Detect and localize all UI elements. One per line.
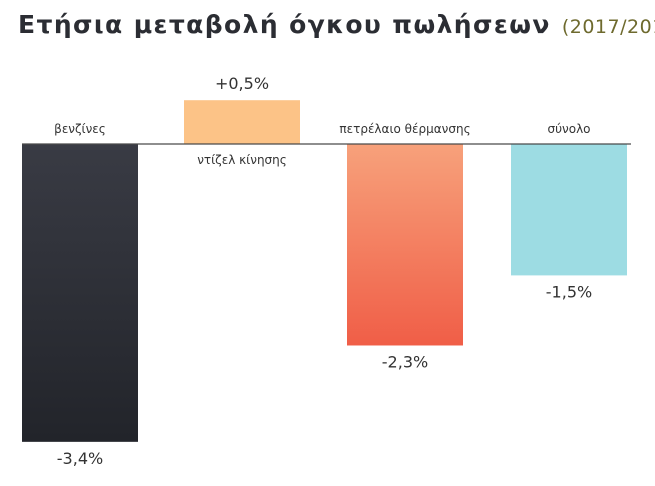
category-label-1: βενζίνες bbox=[54, 122, 106, 136]
bar-4 bbox=[511, 144, 627, 276]
value-label-2: +0,5% bbox=[215, 74, 269, 93]
value-label-3: -2,3% bbox=[382, 352, 428, 371]
chart-subtitle: (2017/2016) bbox=[561, 16, 655, 38]
category-label-2: ντίζελ κίνησης bbox=[197, 153, 287, 167]
bar-1 bbox=[22, 144, 138, 442]
category-label-3: πετρέλαιο θέρμανσης bbox=[339, 122, 470, 136]
value-label-1: -3,4% bbox=[57, 449, 103, 468]
bar-3 bbox=[347, 144, 463, 346]
chart-title: Ετήσια μεταβολή όγκου πωλήσεων (2017/201… bbox=[18, 10, 655, 39]
category-label-4: σύνολο bbox=[547, 122, 590, 136]
chart-title-main: Ετήσια μεταβολή όγκου πωλήσεων bbox=[18, 10, 551, 39]
bar-2 bbox=[184, 100, 300, 144]
value-label-4: -1,5% bbox=[546, 282, 592, 301]
